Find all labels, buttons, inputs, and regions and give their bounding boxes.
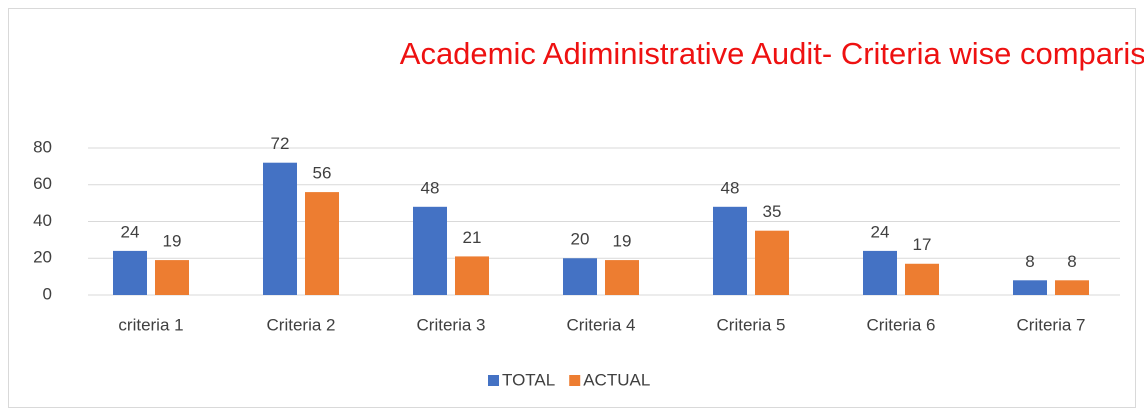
data-label: 19 [613, 232, 632, 251]
bar [755, 230, 789, 295]
data-label: 19 [163, 232, 182, 251]
y-tick-label: 40 [33, 211, 52, 230]
bar [305, 192, 339, 295]
bar [455, 256, 489, 295]
x-tick-label: criteria 1 [118, 315, 183, 334]
x-tick-label: Criteria 4 [567, 315, 636, 334]
bar [563, 258, 597, 295]
x-tick-label: Criteria 7 [1017, 315, 1086, 334]
bar [713, 206, 747, 295]
legend-swatch [488, 375, 499, 386]
legend-swatch [569, 375, 581, 386]
legend-label: TOTAL [502, 370, 555, 389]
data-label: 48 [421, 178, 440, 197]
data-label: 8 [1025, 252, 1034, 271]
bar [1055, 280, 1089, 295]
bar [113, 250, 147, 295]
y-tick-label: 20 [33, 248, 52, 267]
bar [605, 260, 639, 295]
bar [905, 263, 939, 295]
y-tick-label: 80 [33, 137, 52, 156]
bar [263, 162, 297, 295]
bar [413, 206, 447, 295]
chart-title: Academic Adiministrative Audit- Criteria… [400, 36, 1144, 71]
data-label: 21 [463, 228, 482, 247]
bar [155, 260, 189, 295]
bar [1013, 280, 1047, 295]
x-tick-label: Criteria 2 [267, 315, 336, 334]
data-label: 24 [121, 222, 140, 241]
data-label: 24 [871, 222, 890, 241]
bar [863, 250, 897, 295]
x-tick-label: Criteria 3 [417, 315, 486, 334]
y-tick-label: 0 [43, 284, 52, 303]
x-tick-label: Criteria 6 [867, 315, 936, 334]
data-label: 17 [913, 235, 932, 254]
data-label: 48 [721, 178, 740, 197]
data-label: 72 [271, 134, 290, 153]
data-label: 20 [571, 230, 590, 249]
x-tick-label: Criteria 5 [717, 315, 786, 334]
y-tick-label: 60 [33, 174, 52, 193]
data-label: 56 [313, 164, 332, 183]
chart-border [8, 8, 1136, 408]
data-label: 8 [1067, 252, 1076, 271]
data-label: 35 [763, 202, 782, 221]
legend-label: ACTUAL [583, 370, 650, 389]
